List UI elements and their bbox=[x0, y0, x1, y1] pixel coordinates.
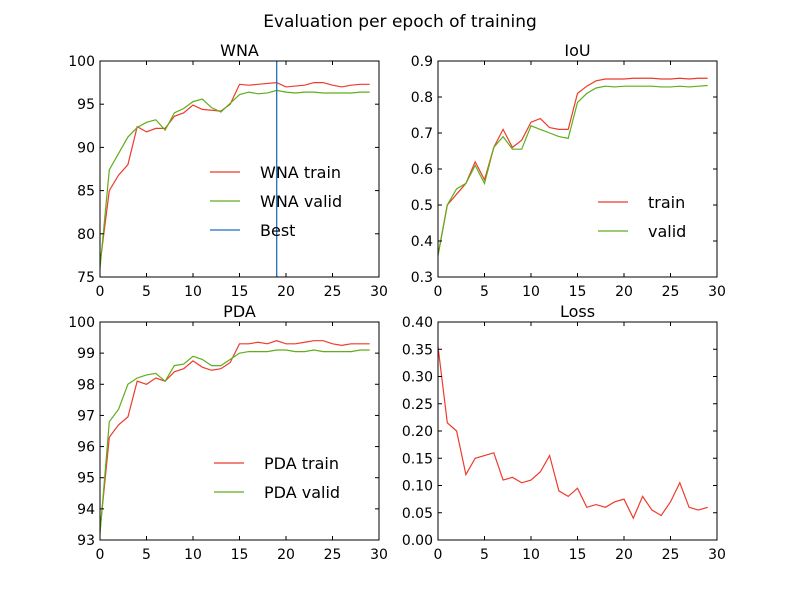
series-line-train bbox=[437, 77, 708, 256]
y-tick-label: 96 bbox=[77, 440, 95, 456]
plot-frame bbox=[437, 321, 718, 541]
y-tick-label: 0.9 bbox=[411, 54, 433, 70]
subplot-title: IoU bbox=[564, 41, 590, 60]
y-tick-label: 93 bbox=[77, 533, 95, 549]
x-tick-label: 5 bbox=[480, 284, 489, 300]
y-tick-label: 80 bbox=[77, 227, 95, 243]
x-tick-label: 20 bbox=[277, 547, 295, 563]
x-tick-label: 20 bbox=[615, 547, 633, 563]
y-tick-label: 0.8 bbox=[411, 90, 433, 106]
x-tick-label: 0 bbox=[434, 284, 443, 300]
x-tick-label: 15 bbox=[231, 547, 249, 563]
x-tick-label: 15 bbox=[569, 547, 587, 563]
x-tick-label: 5 bbox=[142, 284, 151, 300]
series-line-valid bbox=[437, 84, 708, 256]
y-tick-label: 0.6 bbox=[411, 162, 433, 178]
x-tick-label: 25 bbox=[662, 284, 680, 300]
y-tick-label: 85 bbox=[77, 184, 95, 200]
x-tick-label: 10 bbox=[522, 284, 540, 300]
y-tick-label: 97 bbox=[77, 408, 95, 424]
x-tick-label: 20 bbox=[277, 284, 295, 300]
y-tick-label: 0.00 bbox=[402, 533, 433, 549]
subplot-title: PDA bbox=[223, 302, 256, 321]
x-tick-label: 15 bbox=[231, 284, 249, 300]
y-tick-label: 95 bbox=[77, 97, 95, 113]
subplot-title: Loss bbox=[560, 302, 595, 321]
y-tick-label: 0.25 bbox=[402, 397, 433, 413]
x-tick-label: 0 bbox=[96, 284, 105, 300]
subplot-iou: IoU 0 5 10 15 20 25 30 0.3 0.4 0.5 0.6 0.7 0.8 0.9 trai… bbox=[411, 41, 726, 300]
y-tick-label: 0.20 bbox=[402, 424, 433, 440]
series-line-loss bbox=[437, 346, 708, 520]
subplot-pda: PDA 0 5 10 15 20 25 30 93 94 95 96 97 98 99 100 PDA trai… bbox=[68, 302, 388, 563]
x-tick-label: 25 bbox=[324, 284, 342, 300]
y-tick-label: 0.3 bbox=[411, 270, 433, 286]
y-tick-label: 98 bbox=[77, 377, 95, 393]
y-tick-label: 0.05 bbox=[402, 506, 433, 522]
series-line-wna-train bbox=[99, 81, 370, 265]
legend-label: WNA valid bbox=[260, 192, 342, 211]
legend: train valid bbox=[598, 193, 686, 241]
x-tick-label: 25 bbox=[662, 547, 680, 563]
x-tick-label: 10 bbox=[184, 284, 202, 300]
y-tick-label: 100 bbox=[68, 315, 95, 331]
legend-label: PDA valid bbox=[264, 483, 340, 502]
y-tick-label: 90 bbox=[77, 140, 95, 156]
y-tick-label: 0.4 bbox=[411, 234, 433, 250]
subplot-loss: Loss 0 5 10 15 20 25 30 0.00 0.05 0.10 0.15 0.20 0.25… bbox=[402, 302, 726, 563]
legend-label: valid bbox=[648, 222, 686, 241]
x-tick-label: 0 bbox=[434, 547, 443, 563]
x-tick-label: 30 bbox=[370, 547, 388, 563]
series-line-pda-valid bbox=[99, 349, 370, 534]
legend-label: WNA train bbox=[260, 163, 341, 182]
legend: WNA train WNA valid Best bbox=[210, 163, 342, 240]
y-tick-label: 0.15 bbox=[402, 451, 433, 467]
x-tick-label: 10 bbox=[184, 547, 202, 563]
x-tick-label: 5 bbox=[480, 547, 489, 563]
plot-frame bbox=[99, 321, 380, 541]
x-tick-label: 30 bbox=[370, 284, 388, 300]
x-tick-label: 30 bbox=[708, 547, 726, 563]
y-tick-label: 0.5 bbox=[411, 198, 433, 214]
series-line-wna-valid bbox=[99, 89, 370, 269]
y-tick-label: 0.10 bbox=[402, 479, 433, 495]
series-line-pda-train bbox=[99, 340, 370, 531]
legend-label: train bbox=[648, 193, 685, 212]
x-tick-label: 15 bbox=[569, 284, 587, 300]
x-tick-label: 25 bbox=[324, 547, 342, 563]
y-tick-label: 0.7 bbox=[411, 126, 433, 142]
x-tick-label: 20 bbox=[615, 284, 633, 300]
subplot-title: WNA bbox=[220, 41, 259, 60]
legend-label: PDA train bbox=[264, 454, 339, 473]
y-tick-label: 75 bbox=[77, 270, 95, 286]
x-tick-label: 10 bbox=[522, 547, 540, 563]
legend-label: Best bbox=[260, 221, 295, 240]
figure-title: Evaluation per epoch of training bbox=[263, 12, 537, 32]
x-tick-label: 0 bbox=[96, 547, 105, 563]
y-tick-label: 95 bbox=[77, 471, 95, 487]
x-tick-label: 30 bbox=[708, 284, 726, 300]
legend: PDA train PDA valid bbox=[214, 454, 340, 502]
x-tick-label: 5 bbox=[142, 547, 151, 563]
y-tick-label: 0.30 bbox=[402, 370, 433, 386]
y-tick-label: 94 bbox=[77, 502, 95, 518]
y-tick-label: 0.35 bbox=[402, 342, 433, 358]
y-tick-label: 99 bbox=[77, 346, 95, 362]
y-tick-label: 0.40 bbox=[402, 315, 433, 331]
y-tick-label: 100 bbox=[68, 54, 95, 70]
